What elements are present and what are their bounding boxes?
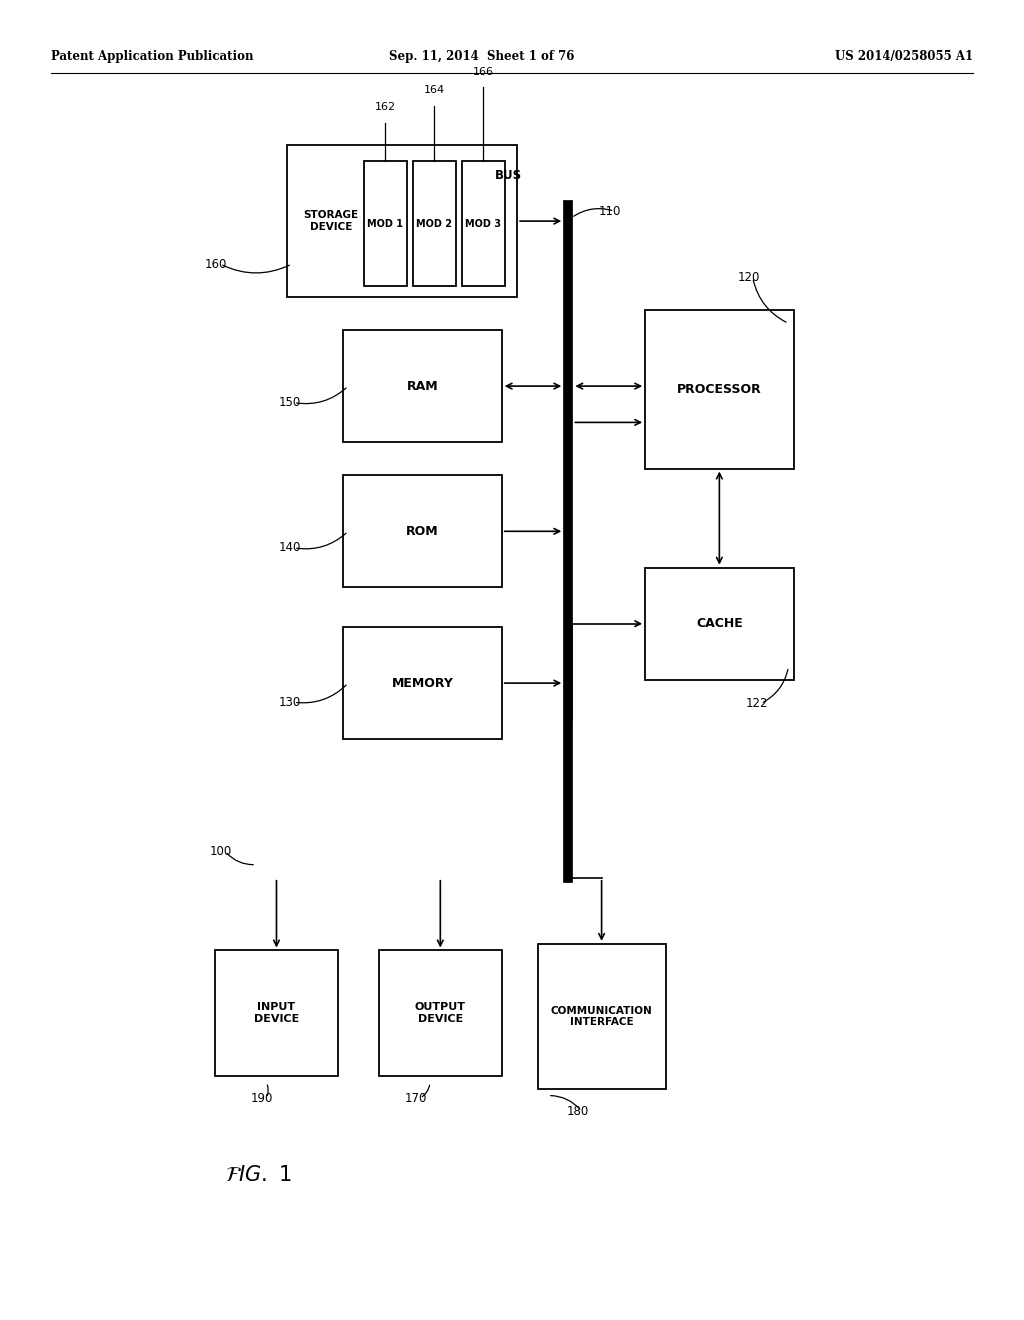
Bar [538,944,666,1089]
Text: MEMORY: MEMORY [391,677,454,689]
Bar [364,161,407,286]
Text: $\mathcal{F}$$IG.\ 1$: $\mathcal{F}$$IG.\ 1$ [225,1164,292,1185]
Text: 166: 166 [473,66,494,77]
Text: MOD 2: MOD 2 [416,219,453,228]
Bar [343,627,502,739]
Bar [287,145,517,297]
Text: 110: 110 [599,205,622,218]
Text: OUTPUT
DEVICE: OUTPUT DEVICE [415,1002,466,1024]
Text: PROCESSOR: PROCESSOR [677,383,762,396]
Bar [645,568,794,680]
Text: 120: 120 [737,271,760,284]
Text: 122: 122 [745,697,768,710]
Text: MOD 3: MOD 3 [465,219,502,228]
Bar [379,950,502,1076]
Text: 190: 190 [251,1092,273,1105]
Text: COMMUNICATION
INTERFACE: COMMUNICATION INTERFACE [551,1006,652,1027]
Text: 164: 164 [424,84,444,95]
Bar [462,161,505,286]
Text: MOD 1: MOD 1 [367,219,403,228]
Text: RAM: RAM [407,380,438,392]
Bar [343,330,502,442]
Text: ROM: ROM [407,525,438,537]
Bar [215,950,338,1076]
Text: INPUT
DEVICE: INPUT DEVICE [254,1002,299,1024]
Text: 162: 162 [375,102,395,112]
Bar [343,475,502,587]
Bar [645,310,794,469]
Text: STORAGE
DEVICE: STORAGE DEVICE [303,210,358,232]
Text: 170: 170 [404,1092,427,1105]
Text: 130: 130 [279,696,301,709]
Text: US 2014/0258055 A1: US 2014/0258055 A1 [835,50,973,63]
Text: 140: 140 [279,541,301,554]
Text: 100: 100 [210,845,232,858]
Text: CACHE: CACHE [696,618,742,630]
Text: 150: 150 [279,396,301,409]
Text: Patent Application Publication: Patent Application Publication [51,50,254,63]
Bar [413,161,456,286]
Text: Sep. 11, 2014  Sheet 1 of 76: Sep. 11, 2014 Sheet 1 of 76 [388,50,574,63]
Text: 180: 180 [566,1105,589,1118]
Text: 160: 160 [205,257,227,271]
Text: BUS: BUS [496,169,522,182]
